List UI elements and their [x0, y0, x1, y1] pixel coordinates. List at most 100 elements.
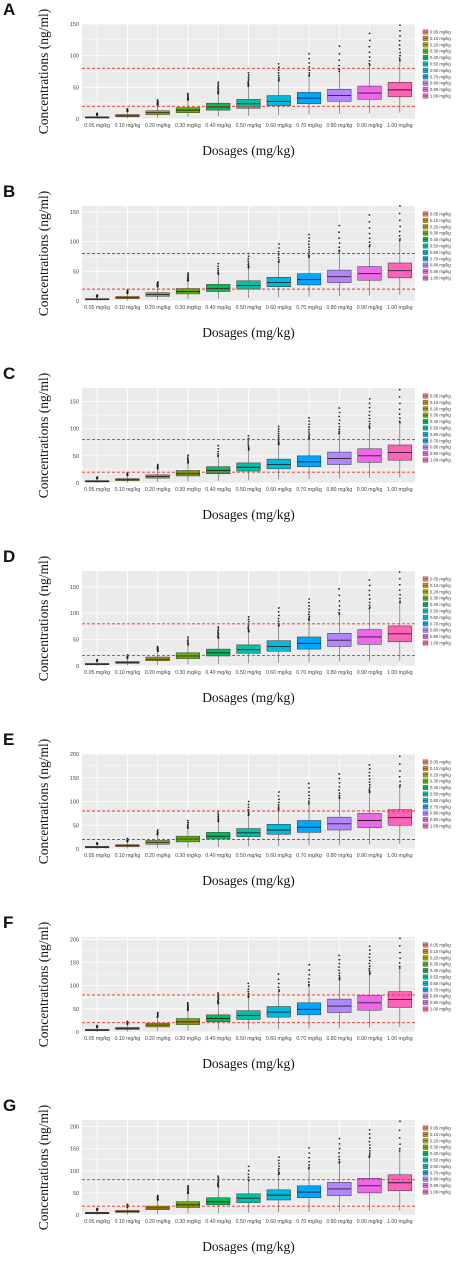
outlier-point — [338, 972, 341, 974]
panel-label: G — [3, 1096, 17, 1115]
outlier-point — [338, 1142, 341, 1145]
legend-key: 0.80 mg/kg — [422, 994, 451, 999]
outlier-point — [399, 784, 401, 786]
box-2 — [115, 1203, 140, 1215]
outlier-point — [399, 593, 401, 596]
outlier-point — [307, 431, 310, 433]
legend: 0.05 mg/kg0.10 mg/kg0.20 mg/kg 0.30 mg/kg… — [422, 760, 451, 829]
box-1 — [85, 1207, 110, 1215]
x-tick-label: 0.20 mg/kg — [145, 670, 171, 676]
outlier-point — [368, 778, 371, 781]
x-tick-label: 0.30 mg/kg — [175, 1219, 201, 1225]
outlier-point — [277, 607, 280, 609]
outlier-point — [126, 1020, 129, 1023]
outlier-point — [278, 989, 280, 991]
x-tick-label: 0.05 mg/kg — [84, 305, 110, 311]
legend-label: 0.10 mg/kg — [430, 583, 451, 588]
box-7 — [266, 63, 291, 116]
box-body — [266, 95, 291, 106]
outlier-point — [217, 450, 220, 453]
outlier-point — [368, 775, 371, 777]
outlier-point — [308, 423, 311, 426]
outlier-point — [368, 959, 371, 962]
box-body — [266, 640, 291, 652]
legend-label: 0.60 mg/kg — [430, 432, 451, 437]
legend-label: 0.60 mg/kg — [430, 68, 451, 73]
x-tick-label: 1.00 mg/kg — [387, 123, 413, 129]
outlier-point — [308, 598, 311, 600]
outlier-point — [338, 224, 341, 227]
box-11 — [387, 755, 412, 845]
outlier-point — [277, 432, 280, 435]
outlier-point — [368, 965, 371, 968]
legend-key: 0.70 mg/kg — [422, 438, 451, 443]
outlier-point — [96, 1207, 99, 1210]
outlier-point — [398, 230, 401, 233]
legend-label: 0.60 mg/kg — [430, 250, 451, 255]
legend-label: 0.70 mg/kg — [430, 438, 451, 443]
legend-key: 0.70 mg/kg — [422, 621, 451, 626]
y-tick-label: 50 — [73, 269, 79, 275]
outlier-point — [398, 239, 401, 242]
outlier-point — [338, 1147, 341, 1150]
box-6 — [236, 434, 261, 481]
outlier-point — [308, 416, 310, 419]
outlier-point — [187, 636, 190, 638]
outlier-point — [308, 608, 310, 610]
box-3 — [145, 281, 170, 300]
outlier-point — [278, 1162, 280, 1165]
outlier-point — [338, 1160, 341, 1163]
outlier-point — [247, 620, 250, 623]
outlier-point — [278, 66, 280, 69]
box-3 — [145, 1194, 170, 1215]
outlier-point — [338, 419, 341, 422]
legend-label: 0.10 mg/kg — [430, 766, 451, 771]
outlier-point — [368, 220, 371, 223]
legend-key: 0.40 mg/kg — [422, 968, 451, 973]
outlier-point — [338, 969, 341, 972]
outlier-point — [217, 269, 220, 272]
outlier-point — [217, 627, 220, 630]
outlier-point — [398, 962, 401, 964]
outlier-point — [398, 1129, 401, 1132]
x-axis-title: Dosages (mg/kg) — [202, 1056, 295, 1071]
outlier-point — [247, 628, 250, 631]
outlier-point — [398, 413, 401, 416]
x-tick-label: 1.00 mg/kg — [387, 487, 413, 493]
legend-key: 0.90 mg/kg — [422, 1183, 451, 1188]
outlier-point — [399, 205, 401, 207]
y-tick-label: 0 — [76, 847, 79, 853]
legend-label: 0.70 mg/kg — [430, 74, 451, 79]
panel-label: D — [3, 547, 16, 566]
box-4 — [175, 454, 201, 482]
box-4 — [175, 1001, 201, 1031]
outlier-point — [217, 87, 220, 90]
outlier-point — [338, 64, 341, 67]
legend-label: 0.10 mg/kg — [430, 36, 451, 41]
outlier-point — [308, 433, 311, 436]
outlier-point — [338, 250, 341, 253]
outlier-point — [399, 225, 401, 228]
x-tick-label: 0.05 mg/kg — [84, 670, 110, 676]
legend-label: 0.05 mg/kg — [430, 394, 451, 399]
legend: 0.05 mg/kg0.10 mg/kg0.20 mg/kg 0.30 mg/kg… — [422, 30, 451, 99]
x-tick-label: 0.05 mg/kg — [84, 1036, 110, 1042]
outlier-point — [277, 425, 280, 428]
box-2 — [115, 289, 140, 301]
outlier-point — [338, 954, 340, 957]
outlier-point — [217, 632, 220, 635]
legend-key: 0.10 mg/kg — [422, 1132, 451, 1137]
outlier-point — [278, 798, 280, 801]
outlier-point — [187, 1184, 190, 1187]
legend-label: 0.90 mg/kg — [430, 451, 451, 456]
box-5 — [206, 1175, 231, 1214]
outlier-point — [398, 39, 401, 42]
outlier-point — [338, 789, 340, 792]
box-5 — [206, 810, 231, 848]
outlier-point — [217, 86, 219, 89]
outlier-point — [398, 775, 401, 778]
y-tick-label: 100 — [70, 1169, 79, 1175]
box-11 — [387, 388, 412, 478]
outlier-point — [277, 76, 280, 79]
